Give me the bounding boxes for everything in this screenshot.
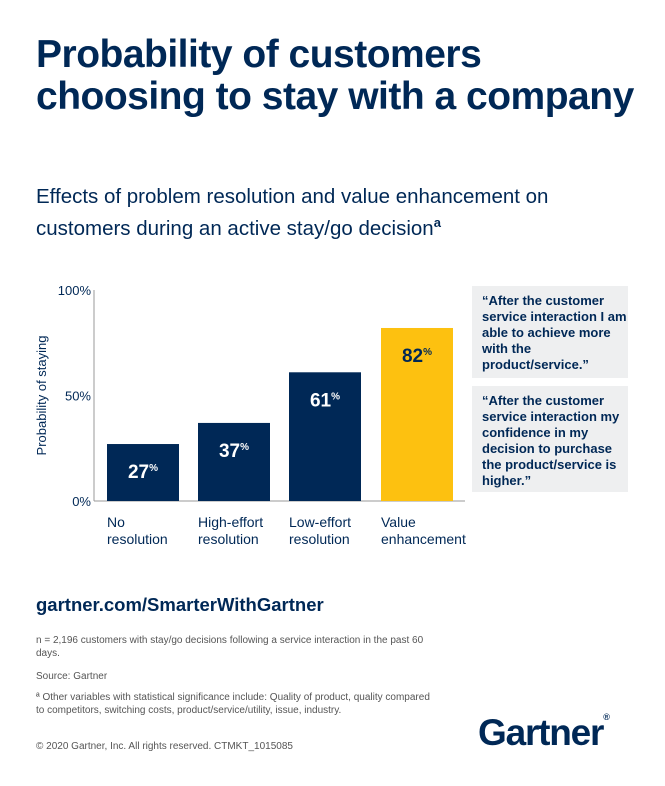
- logo-registered: ®: [603, 712, 610, 722]
- subtitle-text: Effects of problem resolution and value …: [36, 185, 549, 240]
- gartner-logo: Gartner®: [478, 712, 610, 754]
- category-label: resolution: [198, 531, 259, 547]
- bar: [107, 444, 179, 501]
- footnote-mark: a: [433, 215, 441, 230]
- y-axis-label: Probability of staying: [34, 336, 49, 456]
- copyright: © 2020 Gartner, Inc. All rights reserved…: [36, 741, 293, 752]
- y-tick-label: 100%: [58, 283, 92, 298]
- logo-text: Gartner: [478, 712, 604, 753]
- y-tick-label: 0%: [72, 494, 91, 509]
- category-label: enhancement: [381, 531, 466, 547]
- page-title: Probability of customers choosing to sta…: [36, 33, 634, 118]
- quote-box-1: “After the customer service interaction …: [472, 286, 628, 378]
- website-link[interactable]: gartner.com/SmarterWithGartner: [36, 594, 324, 615]
- y-tick-label: 50%: [65, 389, 91, 404]
- bar: [289, 372, 361, 501]
- subtitle: Effects of problem resolution and value …: [36, 184, 636, 242]
- bar: [381, 327, 453, 501]
- category-label: High-effort: [198, 514, 263, 530]
- footnote-source: Source: Gartner: [36, 671, 108, 682]
- footnote-sample: n = 2,196 customers with stay/go decisio…: [36, 635, 424, 659]
- bar-chart: 0%50%100%Probability of staying27%Noreso…: [34, 283, 466, 547]
- category-label: Low-effort: [289, 514, 351, 530]
- bar: [198, 422, 270, 501]
- footnote-a: ª Other variables with statistical signi…: [36, 692, 430, 716]
- category-label: Value: [381, 514, 416, 530]
- quote-box-2: “After the customer service interaction …: [472, 386, 628, 492]
- category-label: No: [107, 514, 125, 530]
- category-label: resolution: [289, 531, 350, 547]
- category-label: resolution: [107, 531, 168, 547]
